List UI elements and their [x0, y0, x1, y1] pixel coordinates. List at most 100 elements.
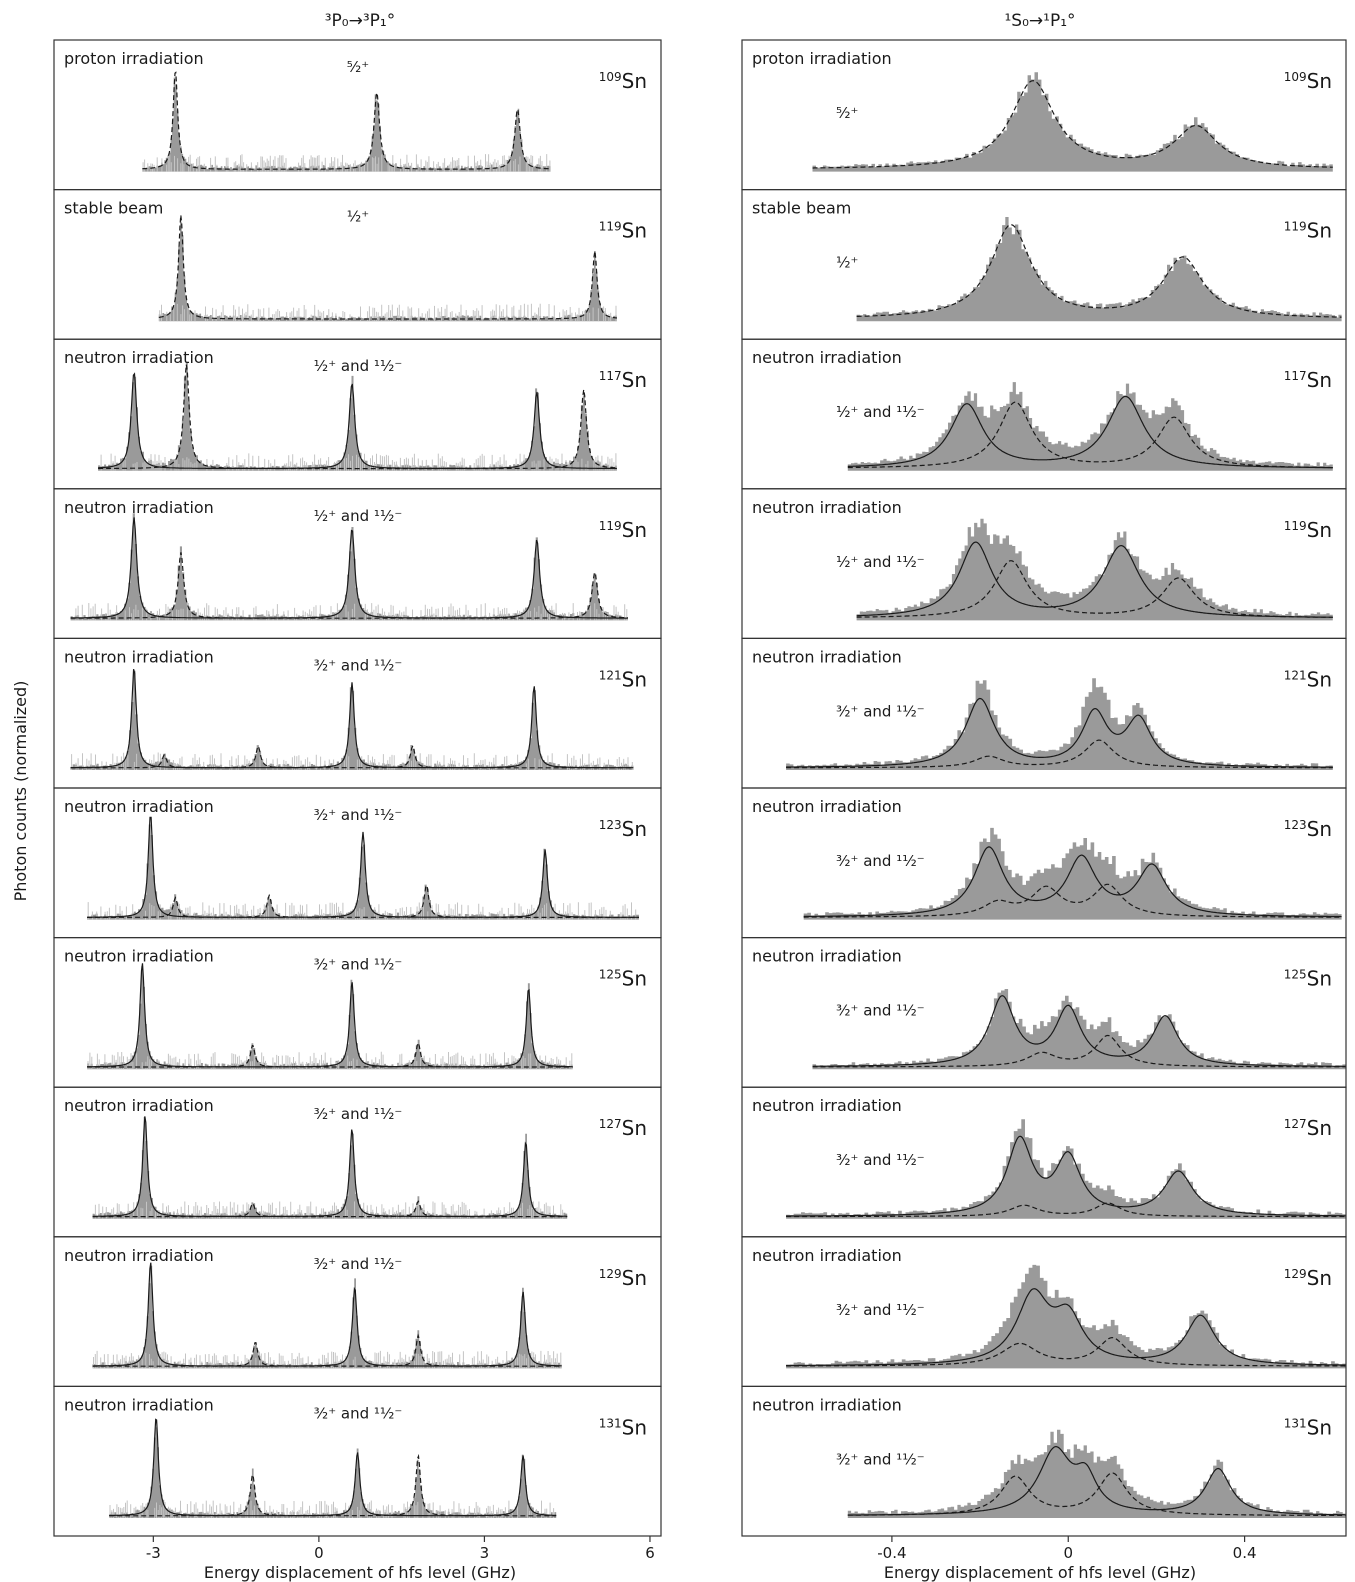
spin-label: ¹⁄₂⁺ and ¹¹⁄₂⁻	[836, 553, 925, 571]
panel-left-7: neutron irradiation ³⁄₂⁺ and ¹¹⁄₂⁻ 125Sn	[53, 936, 662, 1088]
spin-label: ³⁄₂⁺ and ¹¹⁄₂⁻	[836, 852, 925, 870]
fit-curve	[803, 846, 1342, 918]
isotope-mass: 127	[599, 1117, 622, 1131]
isotope-label: 129Sn	[599, 1266, 647, 1290]
isotope-label: 117Sn	[599, 368, 647, 392]
fit-curve	[98, 372, 617, 470]
histogram-bars	[70, 670, 634, 770]
isotope-label: 123Sn	[1284, 817, 1332, 841]
condition-label: neutron irradiation	[752, 647, 902, 666]
isotope-label: 127Sn	[599, 1116, 647, 1140]
fit-curve	[812, 80, 1333, 169]
element-symbol: Sn	[1307, 219, 1332, 243]
element-symbol: Sn	[622, 1266, 647, 1290]
element-symbol: Sn	[1307, 69, 1332, 93]
condition-label: stable beam	[752, 199, 851, 218]
x-tick-label: -0.4	[877, 1544, 906, 1562]
panel-left-5: neutron irradiation ³⁄₂⁺ and ¹¹⁄₂⁻ 121Sn	[53, 637, 662, 789]
component-curve	[786, 739, 1333, 769]
histogram-bars	[87, 824, 639, 920]
spin-label: ³⁄₂⁺ and ¹¹⁄₂⁻	[314, 956, 403, 974]
isotope-label: 117Sn	[1284, 368, 1332, 392]
panel-right-1: proton irradiation ⁵⁄₂⁺ 109Sn	[741, 39, 1347, 191]
fit-curve	[109, 1418, 557, 1517]
condition-label: neutron irradiation	[752, 797, 902, 816]
isotope-label: 131Sn	[1284, 1415, 1332, 1439]
element-symbol: Sn	[622, 1116, 647, 1140]
isotope-mass: 109	[599, 70, 622, 84]
fit-curve	[812, 995, 1346, 1067]
condition-label: neutron irradiation	[752, 947, 902, 966]
isotope-mass: 123	[1284, 818, 1307, 832]
panel-left-10: neutron irradiation ³⁄₂⁺ and ¹¹⁄₂⁻ 131Sn	[53, 1385, 662, 1537]
spin-label: ¹⁄₂⁺	[347, 208, 369, 226]
component-curve	[856, 560, 1333, 618]
fit-curve	[87, 816, 639, 918]
condition-label: neutron irradiation	[64, 498, 214, 517]
spin-label: ³⁄₂⁺ and ¹¹⁄₂⁻	[836, 1151, 925, 1169]
condition-label: stable beam	[64, 199, 163, 218]
panel-left-3: neutron irradiation ¹⁄₂⁺ and ¹¹⁄₂⁻ 117Sn	[53, 338, 662, 490]
noise-sticks	[87, 902, 637, 920]
panel-right-5: neutron irradiation ³⁄₂⁺ and ¹¹⁄₂⁻ 121Sn	[741, 637, 1347, 789]
condition-label: neutron irradiation	[64, 1096, 214, 1115]
left-x-axis-label: Energy displacement of hfs level (GHz)	[204, 1563, 516, 1582]
spin-label: ¹⁄₂⁺ and ¹¹⁄₂⁻	[836, 403, 925, 421]
isotope-mass: 109	[1284, 70, 1307, 84]
element-symbol: Sn	[622, 667, 647, 691]
panel-left-4: neutron irradiation ¹⁄₂⁺ and ¹¹⁄₂⁻ 119Sn	[53, 488, 662, 639]
histogram-bars	[803, 827, 1342, 920]
condition-label: neutron irradiation	[64, 797, 214, 816]
histogram-bars	[786, 1119, 1346, 1219]
element-symbol: Sn	[1307, 1415, 1332, 1439]
fit-curve	[786, 1135, 1346, 1217]
component-curve	[786, 1202, 1346, 1218]
x-tick-label: -3	[146, 1544, 161, 1562]
fit-curve	[158, 214, 617, 320]
isotope-label: 125Sn	[599, 967, 647, 991]
right-column-title: ¹S₀→¹P₁°	[1004, 11, 1075, 31]
fit-curve	[856, 224, 1342, 318]
isotope-mass: 117	[1284, 369, 1307, 383]
x-tick-label: 0.4	[1233, 1544, 1257, 1562]
component-curve	[786, 1336, 1346, 1367]
element-symbol: Sn	[1307, 518, 1332, 542]
panel-left-8: neutron irradiation ³⁄₂⁺ and ¹¹⁄₂⁻ 127Sn	[53, 1086, 662, 1238]
isotope-mass: 117	[599, 369, 622, 383]
spin-label: ³⁄₂⁺ and ¹¹⁄₂⁻	[836, 702, 925, 720]
fit-curve	[856, 541, 1333, 618]
isotope-label: 109Sn	[599, 69, 647, 93]
isotope-mass: 119	[1284, 220, 1307, 234]
fit-curve	[70, 517, 628, 619]
left-column-title: ³P₀→³P₁°	[325, 11, 396, 31]
component-curve	[847, 1472, 1346, 1517]
isotope-mass: 129	[1284, 1267, 1307, 1281]
histogram-bars	[92, 1117, 568, 1219]
element-symbol: Sn	[1307, 1116, 1332, 1140]
condition-label: neutron irradiation	[752, 1246, 902, 1265]
condition-label: neutron irradiation	[64, 647, 214, 666]
isotope-label: 127Sn	[1284, 1116, 1332, 1140]
element-symbol: Sn	[622, 69, 647, 93]
element-symbol: Sn	[622, 219, 647, 243]
isotope-mass: 131	[599, 1416, 622, 1430]
panel-right-8: neutron irradiation ³⁄₂⁺ and ¹¹⁄₂⁻ 127Sn	[741, 1086, 1347, 1238]
spin-label: ³⁄₂⁺ and ¹¹⁄₂⁻	[836, 1450, 925, 1468]
isotope-label: 125Sn	[1284, 967, 1332, 991]
histogram-bars	[812, 72, 1333, 172]
condition-label: neutron irradiation	[752, 1395, 902, 1414]
component-curve	[803, 883, 1342, 918]
spin-label: ³⁄₂⁺ and ¹¹⁄₂⁻	[836, 1301, 925, 1319]
component-curve	[109, 1453, 557, 1517]
isotope-mass: 123	[599, 818, 622, 832]
panel-right-9: neutron irradiation ³⁄₂⁺ and ¹¹⁄₂⁻ 129Sn	[741, 1236, 1347, 1388]
histogram-bars	[786, 1264, 1346, 1369]
isotope-label: 109Sn	[1284, 69, 1332, 93]
histogram-bars	[856, 518, 1333, 621]
panel-right-6: neutron irradiation ³⁄₂⁺ and ¹¹⁄₂⁻ 123Sn	[741, 787, 1347, 939]
noise-sticks	[109, 1500, 555, 1518]
spin-label: ¹⁄₂⁺	[836, 254, 858, 272]
x-tick-label: 6	[645, 1544, 655, 1562]
panel-right-2: stable beam ¹⁄₂⁺ 119Sn	[741, 189, 1347, 340]
